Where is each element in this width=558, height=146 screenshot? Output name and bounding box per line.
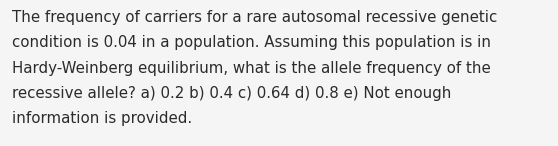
Text: The frequency of carriers for a rare autosomal recessive genetic
condition is 0.: The frequency of carriers for a rare aut… [12,10,498,126]
